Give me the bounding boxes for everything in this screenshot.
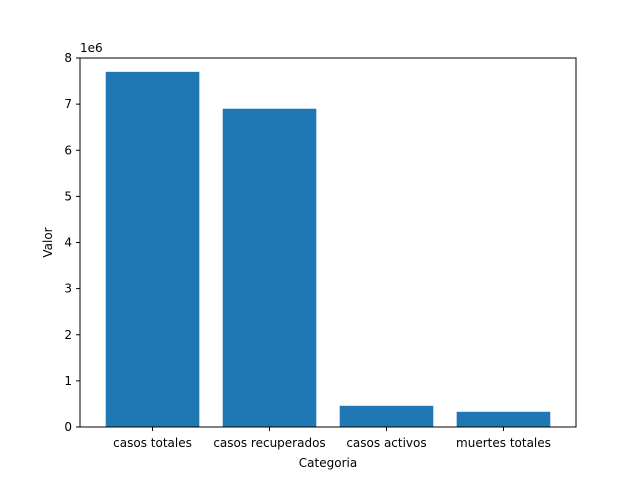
y-axis-label: Valor: [41, 227, 55, 257]
bar-3: [456, 411, 551, 427]
y-offset-label: 1e6: [80, 41, 103, 55]
y-tick-label: 7: [64, 97, 72, 111]
y-tick-label: 2: [64, 328, 72, 342]
x-tick-label: casos recuperados: [213, 436, 325, 450]
x-ticks-group: casos totales casos recuperados casos acti…: [113, 427, 551, 450]
y-ticks-group: 0 1 2 3 4 5 6 7 8: [64, 51, 80, 434]
bar-1: [222, 108, 317, 428]
y-tick-label: 5: [64, 189, 72, 203]
bars-group: [105, 71, 551, 428]
x-tick-label: muertes totales: [456, 436, 551, 450]
bar-0: [105, 71, 200, 428]
x-tick-label: casos totales: [113, 436, 192, 450]
x-axis-label: Categoria: [299, 456, 357, 470]
y-tick-label: 1: [64, 374, 72, 388]
y-tick-label: 0: [64, 420, 72, 434]
y-tick-label: 3: [64, 282, 72, 296]
x-tick-label: casos activos: [346, 436, 426, 450]
y-tick-label: 6: [64, 143, 72, 157]
plot-frame: [79, 57, 577, 428]
y-tick-label: 4: [64, 236, 72, 250]
bar-2: [339, 405, 434, 427]
y-tick-label: 8: [64, 51, 72, 65]
